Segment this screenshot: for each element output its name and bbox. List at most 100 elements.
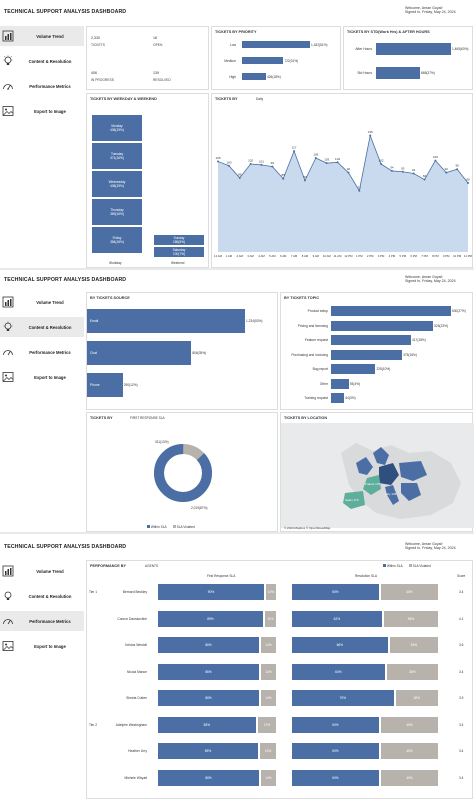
- x-tick-label: 8 AM: [302, 254, 309, 258]
- bar[interactable]: [376, 43, 451, 55]
- first-response-violated-bar[interactable]: 11%: [263, 609, 277, 628]
- bar[interactable]: [331, 335, 411, 345]
- bar[interactable]: [331, 349, 403, 360]
- nav-content-resolution[interactable]: Content & Resolution: [0, 317, 84, 337]
- resolution-violated-bar[interactable]: 34%: [388, 636, 439, 654]
- first-response-bar[interactable]: 85%: [157, 742, 259, 760]
- bar[interactable]: [242, 73, 266, 80]
- nav-content-resolution[interactable]: Content & Resolution: [0, 586, 84, 606]
- nav-performance-metrics[interactable]: Performance Metrics: [0, 611, 84, 631]
- data-point[interactable]: [347, 171, 350, 174]
- data-point[interactable]: [325, 162, 328, 165]
- data-point[interactable]: [260, 163, 263, 166]
- resolution-violated-bar[interactable]: 40%: [379, 768, 439, 787]
- treemap-cell[interactable]: Saturday 100(7%): [153, 246, 205, 258]
- bar[interactable]: [331, 320, 434, 331]
- first-response-bar[interactable]: 83%: [157, 715, 257, 734]
- resolution-bar[interactable]: 60%: [291, 715, 380, 734]
- resolution-bar[interactable]: 60%: [291, 768, 380, 787]
- first-response-bar[interactable]: 86%: [157, 768, 261, 787]
- nav-volume-trend[interactable]: Volume Trend: [0, 292, 84, 312]
- first-response-violated-bar[interactable]: 14%: [260, 768, 277, 787]
- bar[interactable]: [242, 57, 284, 64]
- bar[interactable]: [87, 309, 245, 333]
- resolution-violated-bar[interactable]: 40%: [379, 583, 439, 601]
- first-response-bar[interactable]: 86%: [157, 689, 261, 707]
- slice-violated-label: 311(13%): [155, 440, 169, 444]
- first-response-bar[interactable]: 86%: [157, 662, 261, 681]
- nav-volume-trend[interactable]: Volume Trend: [0, 26, 84, 46]
- data-point[interactable]: [303, 179, 306, 182]
- data-point[interactable]: [217, 160, 219, 163]
- data-point[interactable]: [434, 159, 437, 162]
- data-point[interactable]: [401, 170, 404, 173]
- data-point[interactable]: [423, 178, 426, 181]
- slice-within[interactable]: [149, 439, 217, 507]
- first-response-violated-bar[interactable]: 14%: [260, 689, 277, 707]
- nav-export-image[interactable]: Export to Image: [0, 636, 84, 656]
- nav-export-image[interactable]: Export to Image: [0, 101, 84, 121]
- nav-content-resolution[interactable]: Content & Resolution: [0, 51, 84, 71]
- data-point[interactable]: [467, 182, 469, 184]
- first-response-violated-bar[interactable]: 14%: [260, 662, 277, 681]
- bar[interactable]: [331, 306, 451, 316]
- priority-panel: TICKETS BY PRIORITY Low 1,182(51%) Medium 7…: [211, 26, 341, 90]
- kpi-open: 18 OPEN: [153, 36, 162, 47]
- resolution-bar[interactable]: 64%: [291, 662, 386, 681]
- data-point[interactable]: [358, 189, 361, 192]
- bar[interactable]: [331, 393, 345, 403]
- nav-volume-trend[interactable]: Volume Trend: [0, 561, 84, 581]
- tier-label: Tier 2: [89, 722, 98, 727]
- agent-score: 3.4: [459, 590, 464, 594]
- data-point[interactable]: [227, 164, 230, 167]
- first-response-violated-bar[interactable]: 17%: [256, 715, 277, 734]
- treemap-cell[interactable]: Thursday 369(16%): [91, 198, 143, 226]
- treemap-cell[interactable]: Sunday 186(8%): [153, 234, 205, 246]
- first-response-violated-bar[interactable]: 10%: [265, 583, 277, 601]
- resolution-bar[interactable]: 66%: [291, 636, 389, 654]
- treemap-cell[interactable]: Monday 436(19%): [91, 114, 143, 142]
- bar[interactable]: [87, 341, 192, 365]
- bar[interactable]: [331, 364, 376, 374]
- resolution-violated-bar[interactable]: 40%: [379, 742, 439, 760]
- data-point[interactable]: [238, 176, 241, 179]
- data-point[interactable]: [445, 171, 448, 174]
- data-point[interactable]: [282, 177, 285, 180]
- resolution-bar[interactable]: 62%: [291, 609, 383, 628]
- treemap-cell[interactable]: Friday 384(16%): [91, 226, 143, 254]
- resolution-bar[interactable]: 60%: [291, 742, 380, 760]
- resolution-violated-bar[interactable]: 36%: [385, 662, 439, 681]
- resolution-bar[interactable]: 60%: [291, 583, 380, 601]
- data-point[interactable]: [336, 161, 339, 164]
- first-response-violated-bar[interactable]: 14%: [260, 636, 277, 654]
- panel-title: BY TICKETS TOPIC: [284, 296, 320, 300]
- bar[interactable]: [242, 41, 310, 48]
- resolution-violated-bar[interactable]: 30%: [394, 689, 439, 707]
- data-point[interactable]: [314, 156, 317, 159]
- resolution-violated-bar[interactable]: 38%: [382, 609, 439, 628]
- data-point[interactable]: [412, 172, 415, 175]
- bar[interactable]: [331, 378, 349, 389]
- resolution-violated-bar[interactable]: 40%: [379, 715, 439, 734]
- data-point[interactable]: [456, 168, 459, 171]
- data-point[interactable]: [293, 150, 296, 153]
- bar[interactable]: [376, 67, 421, 79]
- data-point[interactable]: [390, 169, 393, 172]
- first-response-bar[interactable]: 89%: [157, 609, 264, 628]
- treemap-cell[interactable]: Tuesday 371(16%): [91, 142, 143, 170]
- map-label-italy: Italy 139: [385, 492, 397, 496]
- data-point[interactable]: [249, 163, 252, 166]
- first-response-bar[interactable]: 90%: [157, 583, 265, 601]
- nav-performance-metrics[interactable]: Performance Metrics: [0, 76, 84, 96]
- data-point[interactable]: [369, 134, 372, 137]
- resolution-bar[interactable]: 70%: [291, 689, 395, 707]
- data-point[interactable]: [380, 163, 383, 166]
- first-response-violated-bar[interactable]: 15%: [259, 742, 277, 760]
- data-point[interactable]: [271, 165, 274, 168]
- treemap-cell[interactable]: Wednesday 436(19%): [91, 170, 143, 198]
- nav-export-image[interactable]: Export to Image: [0, 367, 84, 387]
- nav-performance-metrics[interactable]: Performance Metrics: [0, 342, 84, 362]
- first-response-bar[interactable]: 86%: [157, 636, 261, 654]
- slice-within-label: 2,019(87%): [191, 506, 207, 510]
- bar[interactable]: [87, 373, 123, 397]
